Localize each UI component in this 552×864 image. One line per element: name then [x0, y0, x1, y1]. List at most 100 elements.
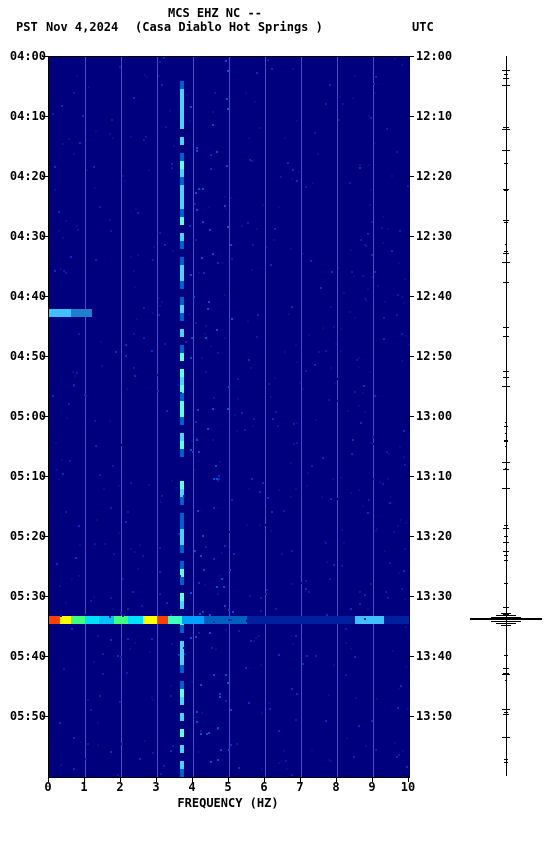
y-tick-label-left: 04:30: [6, 229, 46, 243]
noise-speckle: [229, 531, 231, 533]
noise-speckle: [112, 137, 114, 139]
noise-speckle: [65, 220, 67, 222]
x-tick-label: 4: [188, 780, 195, 794]
noise-speckle: [337, 498, 339, 500]
noise-speckle: [200, 555, 202, 557]
noise-speckle: [230, 197, 232, 199]
noise-speckle: [198, 582, 200, 584]
noise-speckle: [338, 119, 340, 121]
noise-speckle: [214, 92, 216, 94]
noise-speckle: [202, 188, 204, 190]
noise-speckle: [166, 410, 168, 412]
noise-speckle: [158, 314, 160, 316]
noise-speckle: [84, 614, 86, 616]
noise-speckle: [306, 485, 308, 487]
noise-speckle: [231, 318, 233, 320]
noise-speckle: [118, 532, 120, 534]
noise-speckle: [164, 244, 166, 246]
noise-speckle: [144, 740, 146, 742]
noise-speckle: [113, 553, 115, 555]
noise-speckle: [278, 489, 280, 491]
noise-speckle: [305, 580, 307, 582]
noise-speckle: [58, 211, 60, 213]
y-tick-label-left: 05:30: [6, 589, 46, 603]
noise-speckle: [353, 756, 355, 758]
noise-speckle: [305, 370, 307, 372]
noise-speckle: [210, 168, 212, 170]
noise-speckle: [99, 695, 101, 697]
y-tick-right: [408, 356, 414, 357]
waveform-noise: [503, 714, 510, 715]
noise-speckle: [130, 548, 132, 550]
noise-speckle: [291, 688, 293, 690]
noise-speckle: [317, 153, 319, 155]
noise-speckle: [65, 511, 67, 513]
event-segment: [157, 616, 168, 624]
noise-speckle: [123, 180, 125, 182]
waveform-noise: [503, 542, 509, 543]
noise-speckle: [104, 543, 106, 545]
noise-speckle: [125, 355, 127, 357]
x-tick-label: 7: [296, 780, 303, 794]
noise-speckle: [127, 608, 129, 610]
waveform-noise: [504, 583, 508, 584]
gridline-v: [85, 57, 86, 777]
x-tick-label: 3: [152, 780, 159, 794]
noise-speckle: [148, 484, 150, 486]
noise-speckle: [109, 616, 111, 618]
noise-speckle: [291, 583, 293, 585]
noise-speckle: [145, 136, 147, 138]
noise-speckle: [194, 550, 196, 552]
noise-speckle: [351, 271, 353, 273]
noise-speckle: [360, 422, 362, 424]
y-tick-right: [408, 596, 414, 597]
noise-speckle: [369, 204, 371, 206]
gridline-v: [301, 57, 302, 777]
noise-speckle: [208, 732, 210, 734]
noise-speckle: [372, 436, 374, 438]
noise-speckle: [315, 419, 317, 421]
noise-speckle: [305, 588, 307, 590]
noise-speckle: [335, 343, 337, 345]
noise-speckle: [340, 477, 342, 479]
noise-speckle: [236, 743, 238, 745]
noise-speckle: [69, 460, 71, 462]
noise-speckle: [403, 302, 405, 304]
noise-speckle: [341, 529, 343, 531]
noise-speckle: [161, 84, 163, 86]
noise-speckle: [143, 307, 145, 309]
noise-speckle: [159, 305, 161, 307]
noise-speckle: [358, 357, 360, 359]
y-tick-right: [408, 416, 414, 417]
noise-speckle: [173, 145, 175, 147]
noise-speckle: [121, 444, 123, 446]
noise-speckle: [364, 411, 366, 413]
waveform-noise: [503, 377, 508, 378]
noise-speckle: [52, 113, 54, 115]
noise-speckle: [170, 750, 172, 752]
noise-speckle: [373, 478, 375, 480]
noise-speckle: [334, 382, 336, 384]
noise-speckle: [389, 562, 391, 564]
noise-speckle: [127, 638, 129, 640]
noise-speckle: [196, 711, 198, 713]
noise-speckle: [401, 360, 403, 362]
noise-speckle: [152, 699, 154, 701]
noise-speckle: [329, 578, 331, 580]
noise-speckle: [120, 656, 122, 658]
y-tick-label-right: 12:50: [416, 349, 452, 363]
y-tick-label-right: 12:10: [416, 109, 452, 123]
noise-speckle: [302, 663, 304, 665]
waveform-noise: [502, 709, 509, 710]
noise-speckle: [97, 635, 99, 637]
noise-speckle: [260, 610, 262, 612]
noise-speckle: [401, 588, 403, 590]
noise-speckle: [311, 749, 313, 751]
noise-speckle: [374, 395, 376, 397]
noise-speckle: [328, 694, 330, 696]
noise-speckle: [388, 453, 390, 455]
noise-speckle: [278, 762, 280, 764]
noise-speckle: [374, 142, 376, 144]
waveform-noise: [502, 150, 509, 151]
noise-speckle: [87, 699, 89, 701]
